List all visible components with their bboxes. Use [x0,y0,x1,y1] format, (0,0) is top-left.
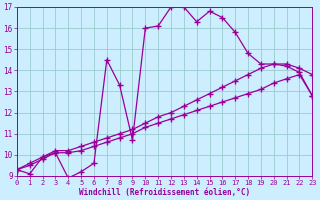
X-axis label: Windchill (Refroidissement éolien,°C): Windchill (Refroidissement éolien,°C) [79,188,250,197]
